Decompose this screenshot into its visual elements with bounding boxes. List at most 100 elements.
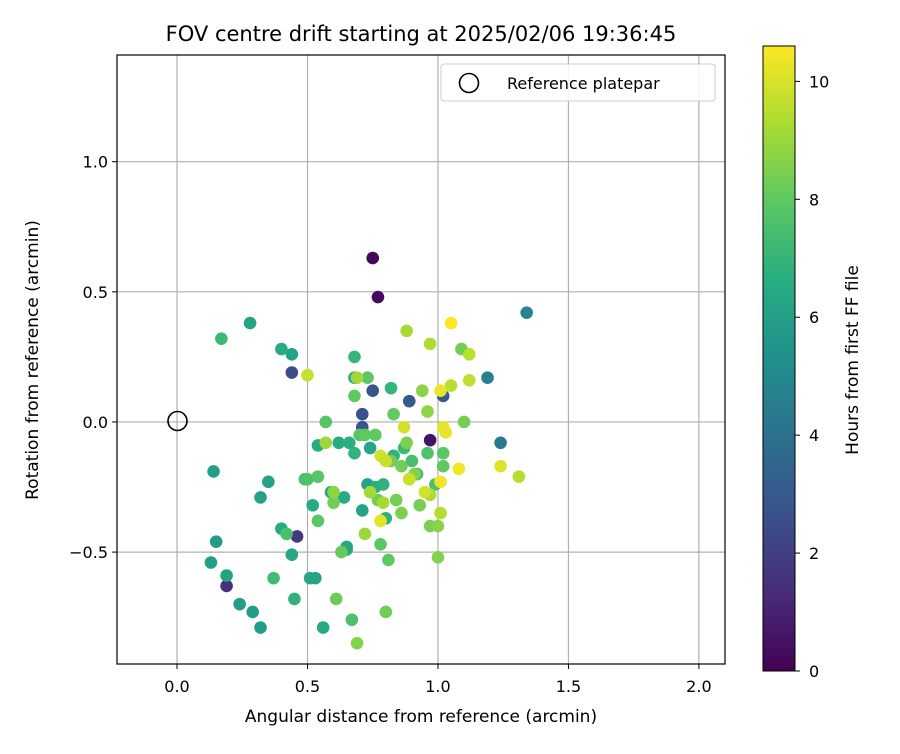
data-point xyxy=(267,571,280,585)
y-tick-label: −0.5 xyxy=(69,543,108,562)
data-point xyxy=(402,472,416,486)
x-tick-label: 1.5 xyxy=(556,677,581,696)
data-point xyxy=(444,379,458,392)
data-point xyxy=(348,446,361,460)
x-tick-label: 1.0 xyxy=(425,677,450,696)
data-point xyxy=(376,478,390,491)
data-point xyxy=(423,433,437,447)
legend-entry-reference-platepar: Reference platepar xyxy=(507,74,660,93)
data-point xyxy=(439,426,453,439)
data-point xyxy=(306,498,320,512)
data-points xyxy=(204,251,533,650)
data-point xyxy=(421,446,434,460)
x-axis-ticks: 0.0 0.5 1.0 1.5 2.0 xyxy=(164,664,712,696)
data-point xyxy=(431,519,445,533)
data-point xyxy=(355,407,369,421)
data-point xyxy=(355,504,369,517)
data-point xyxy=(348,389,361,403)
data-point xyxy=(434,384,447,398)
data-point xyxy=(233,597,246,611)
data-point xyxy=(254,621,267,634)
data-point xyxy=(350,636,364,650)
data-point xyxy=(374,514,387,528)
data-point xyxy=(311,470,325,483)
y-axis-label: Rotation from reference (arcmin) xyxy=(23,220,43,500)
data-point xyxy=(400,324,413,338)
data-point xyxy=(337,491,351,504)
y-axis-ticks: −0.5 0.0 0.5 1.0 xyxy=(69,153,117,562)
data-point xyxy=(204,556,218,569)
colorbar-tick-label: 2 xyxy=(809,544,819,563)
data-point xyxy=(280,527,293,541)
legend: Reference platepar xyxy=(440,63,716,102)
data-point xyxy=(444,316,458,330)
colorbar-label: Hours from first FF file xyxy=(843,265,863,455)
data-point xyxy=(262,475,275,489)
data-point xyxy=(311,514,325,528)
data-point xyxy=(366,251,380,265)
data-point xyxy=(436,446,450,460)
y-tick-label: 1.0 xyxy=(83,153,108,172)
colorbar xyxy=(762,45,796,672)
data-point xyxy=(209,535,223,548)
data-point xyxy=(418,485,432,499)
data-point xyxy=(376,496,390,509)
data-point xyxy=(462,374,476,387)
legend-reference-marker xyxy=(458,72,480,94)
data-point xyxy=(434,506,447,520)
colorbar-tick-label: 10 xyxy=(809,72,829,91)
x-axis-label: Angular distance from reference (arcmin) xyxy=(245,707,597,727)
data-point xyxy=(452,462,466,476)
data-point xyxy=(434,475,447,489)
data-point xyxy=(301,472,314,486)
data-point xyxy=(207,465,220,478)
colorbar-tick-label: 4 xyxy=(809,426,819,445)
data-point xyxy=(369,428,382,442)
data-point xyxy=(327,485,340,499)
data-point xyxy=(332,436,346,450)
data-point xyxy=(348,350,361,364)
x-tick-label: 0.5 xyxy=(295,677,320,696)
data-point xyxy=(220,569,233,582)
colorbar-tick-label: 6 xyxy=(809,308,819,327)
data-point xyxy=(512,470,526,483)
data-point xyxy=(416,384,429,398)
data-point xyxy=(431,550,445,564)
grid xyxy=(117,55,725,664)
data-point xyxy=(395,459,408,473)
data-point xyxy=(275,342,288,356)
data-point xyxy=(400,436,413,450)
data-point xyxy=(243,316,257,330)
data-point xyxy=(319,436,333,450)
data-point xyxy=(382,553,395,567)
data-point xyxy=(246,605,259,619)
data-point xyxy=(319,415,333,429)
data-point xyxy=(387,407,400,421)
data-point xyxy=(358,428,372,442)
data-point xyxy=(285,347,299,361)
colorbar-tick-label: 0 xyxy=(809,662,819,681)
data-point xyxy=(345,613,359,627)
data-point xyxy=(374,537,387,551)
data-point xyxy=(366,384,380,398)
plot-frame xyxy=(116,54,726,665)
x-tick-label: 2.0 xyxy=(686,677,711,696)
y-tick-label: 0.0 xyxy=(83,413,108,432)
colorbar-ticks: 0 2 4 6 8 10 xyxy=(795,72,829,681)
data-point xyxy=(358,527,372,541)
data-point xyxy=(494,459,507,473)
data-point xyxy=(421,405,434,418)
data-point xyxy=(316,621,330,634)
data-point xyxy=(220,579,233,593)
reference-platepar-marker xyxy=(167,410,188,432)
data-point xyxy=(397,420,411,434)
data-point xyxy=(520,306,533,319)
colorbar-tick-label: 8 xyxy=(809,190,819,209)
data-point xyxy=(379,605,393,619)
data-point xyxy=(389,493,403,507)
data-point xyxy=(395,506,408,520)
data-point xyxy=(285,366,299,379)
data-point xyxy=(329,592,343,606)
data-point xyxy=(405,454,419,468)
